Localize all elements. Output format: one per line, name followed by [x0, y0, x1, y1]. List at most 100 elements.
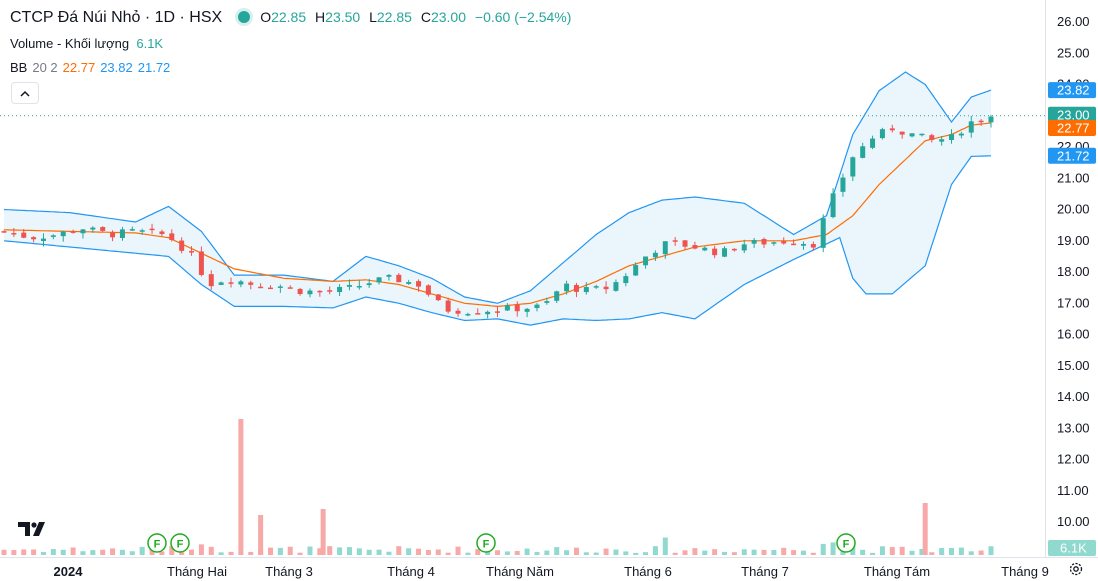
candle-body	[455, 310, 461, 314]
flag-circle	[476, 533, 496, 553]
market-status-icon	[238, 11, 251, 23]
candle-body	[139, 230, 145, 232]
candle-body	[495, 311, 500, 313]
volume-bar	[741, 549, 747, 555]
volume-bar	[731, 552, 737, 555]
volume-legend-label[interactable]: Volume - Khối lượng	[10, 36, 130, 51]
volume-bar	[267, 547, 273, 555]
volume-bar	[159, 551, 165, 555]
flag-circle	[170, 533, 190, 553]
volume-bar	[100, 549, 106, 555]
volume-bar	[879, 546, 885, 555]
candle-body	[623, 276, 629, 284]
volume-bar	[435, 549, 441, 555]
candle-body	[475, 313, 481, 315]
dividend-flag-icon: F	[476, 533, 496, 553]
candle-body	[603, 286, 609, 290]
volume-bar	[573, 547, 579, 555]
tradingview-logo[interactable]	[14, 514, 50, 542]
volume-bar	[583, 552, 589, 555]
candle-body	[297, 288, 303, 295]
volume-bar	[958, 547, 964, 555]
volume-bar	[722, 551, 728, 555]
chevron-up-icon	[20, 90, 30, 97]
candle-body	[248, 282, 254, 285]
candle-body	[149, 228, 155, 231]
candle-body	[267, 287, 273, 290]
candle-body	[317, 290, 323, 293]
high-value: 23.50	[325, 9, 361, 25]
bb-legend-lower: 21.72	[137, 60, 171, 75]
volume-bar	[198, 544, 204, 555]
y-tick-label: 16.00	[1057, 327, 1090, 342]
candle-body	[968, 121, 974, 133]
candle-body	[573, 284, 579, 292]
volume-bar	[682, 550, 688, 555]
candle-body	[692, 245, 698, 249]
volume-bar	[208, 546, 214, 555]
candle-body	[662, 241, 668, 255]
low-value: 22.85	[376, 9, 412, 25]
candle-body	[376, 277, 382, 283]
candle-body	[258, 286, 264, 289]
bb-legend-params: 20 2	[32, 60, 58, 75]
volume-bar	[899, 546, 905, 555]
volume-bar	[258, 515, 264, 555]
volume-tag-label: 6.1K	[1060, 541, 1087, 556]
volume-bar	[613, 549, 619, 555]
candle-body	[228, 282, 234, 284]
candle-body	[524, 308, 530, 312]
candle-body	[514, 304, 520, 312]
candle-body	[159, 231, 165, 235]
candle-body	[583, 287, 589, 293]
volume-bar	[939, 548, 945, 555]
volume-bar	[139, 546, 145, 555]
y-tick-label: 12.00	[1057, 452, 1090, 467]
candle-body	[870, 138, 876, 148]
candle-body	[445, 300, 451, 312]
candle-body	[593, 286, 599, 288]
volume-bar	[514, 550, 520, 555]
volume-bar	[189, 549, 195, 555]
candle-body	[958, 133, 964, 136]
x-tick-label: Tháng 3	[265, 564, 313, 579]
candle-body	[70, 231, 76, 233]
candle-body	[169, 233, 175, 241]
volume-bar	[396, 546, 402, 555]
candle-body	[544, 301, 550, 303]
volume-bar	[800, 550, 806, 555]
settings-gear-icon[interactable]	[1068, 561, 1084, 577]
volume-bar	[922, 503, 928, 555]
price-tag-lower	[1048, 147, 1096, 164]
candle-body	[416, 281, 422, 287]
volume-bar	[11, 550, 17, 555]
x-tick-label: 2024	[54, 564, 84, 579]
candle-body	[633, 265, 639, 276]
candle-body	[238, 281, 244, 285]
bb-legend-label[interactable]: BB	[10, 60, 28, 75]
volume-bar	[544, 550, 550, 555]
candle-body	[791, 243, 797, 246]
volume-bar	[968, 551, 974, 555]
collapse-legend-button[interactable]	[11, 82, 39, 104]
candle-body	[919, 133, 925, 136]
volume-bar	[80, 551, 86, 555]
candle-body	[722, 248, 728, 257]
y-tick-label: 26.00	[1057, 14, 1090, 29]
candle-body	[810, 244, 816, 248]
open-value: 22.85	[271, 9, 307, 25]
volume-bar	[307, 546, 313, 555]
volume-bar	[870, 552, 876, 555]
candle-body	[1, 231, 7, 233]
candle-body	[820, 218, 826, 248]
symbol-title[interactable]: CTCP Đá Núi Nhỏ · 1D · HSX	[10, 9, 223, 26]
volume-bar	[149, 548, 155, 555]
volume-legend-value: 6.1K	[136, 36, 164, 51]
volume-bar	[830, 542, 836, 555]
candle-body	[978, 120, 984, 123]
open-label: O	[260, 9, 272, 25]
candle-body	[80, 229, 86, 234]
bb-lower-line	[3, 155, 992, 326]
flag-label: F	[843, 539, 850, 551]
